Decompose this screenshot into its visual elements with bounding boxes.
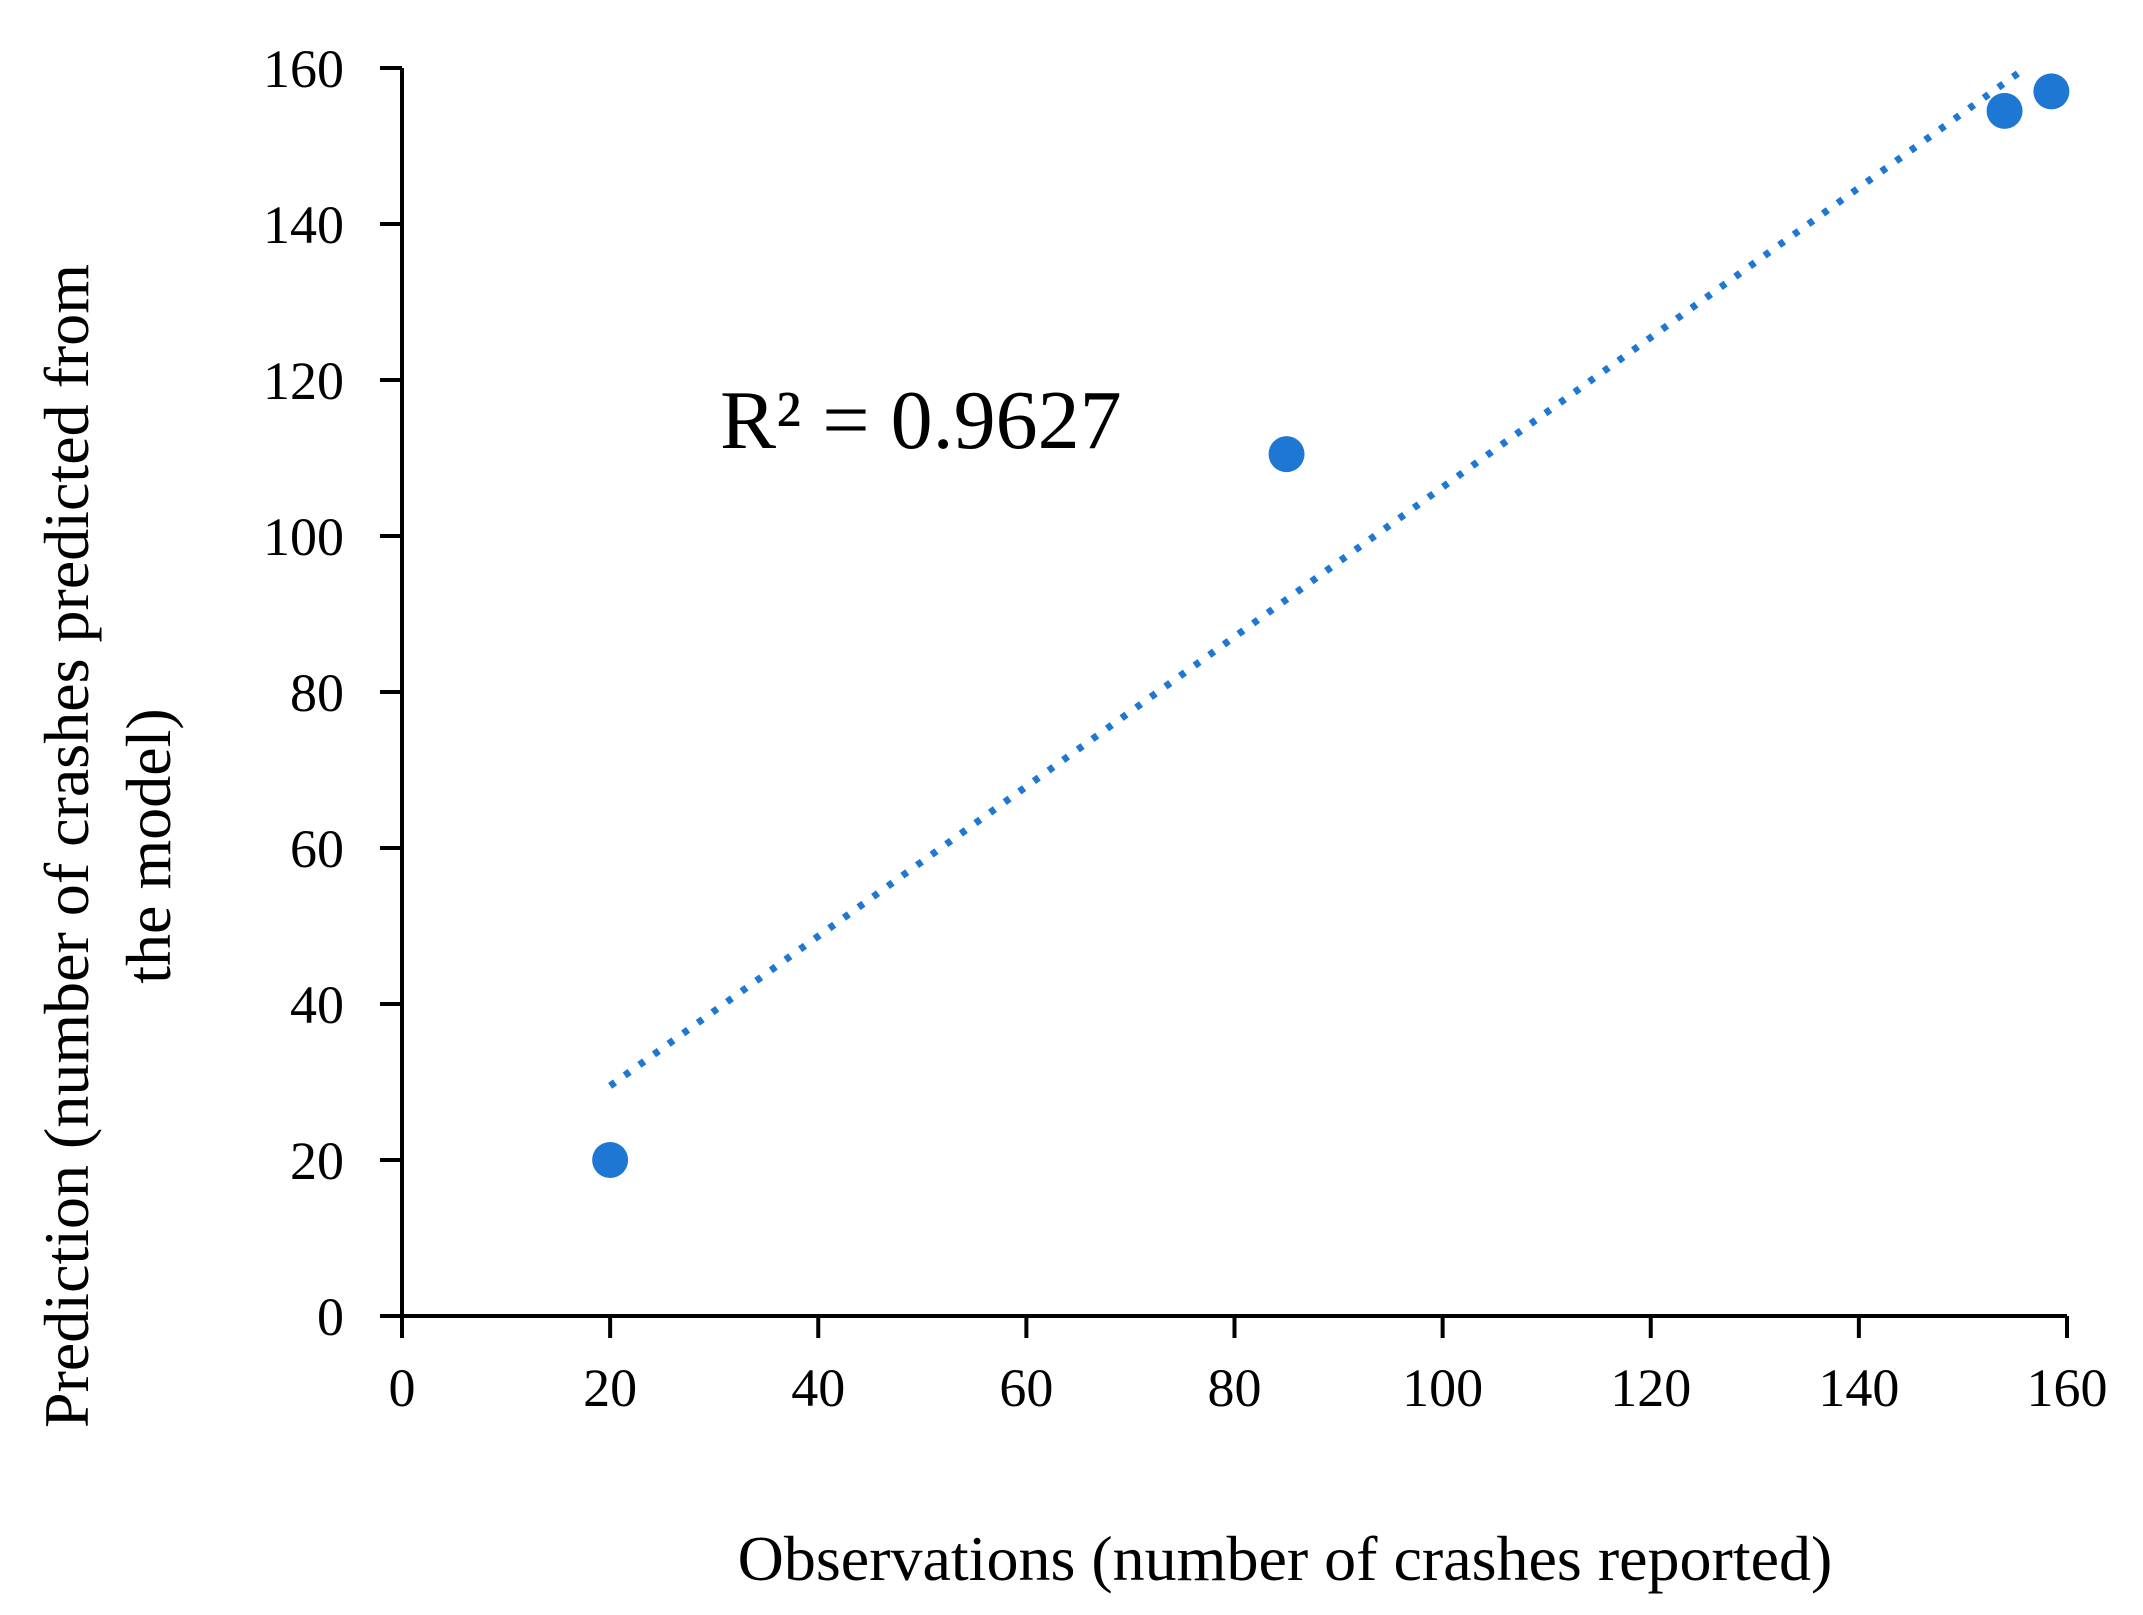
y-tick-label: 100 (263, 507, 344, 567)
trendline (608, 65, 2028, 1089)
data-point (1986, 92, 2023, 129)
y-tick-label: 80 (290, 663, 344, 723)
y-axis: 0 20 40 60 80 100 120 140 160 (263, 39, 404, 1347)
data-point (2033, 73, 2070, 110)
y-tick-label: 0 (317, 1287, 344, 1347)
x-tick-label: 80 (1208, 1358, 1262, 1418)
x-tick-label: 160 (2027, 1358, 2108, 1418)
x-tick-label: 40 (791, 1358, 845, 1418)
y-axis-title: Prediction (number of crashes predicted … (31, 264, 184, 1428)
y-tick-label: 120 (263, 351, 344, 411)
data-point (1268, 436, 1305, 473)
x-tick-label: 100 (1402, 1358, 1483, 1418)
y-tick-label: 140 (263, 195, 344, 255)
x-axis-title: Observations (number of crashes reported… (738, 1523, 1833, 1594)
data-point (592, 1142, 629, 1178)
y-tick-label: 160 (263, 39, 344, 99)
trendline-group (608, 65, 2028, 1089)
y-axis-title-line-1: Prediction (number of crashes predicted … (31, 264, 102, 1428)
x-tick-label: 140 (1818, 1358, 1899, 1418)
x-tick-label: 60 (999, 1358, 1053, 1418)
y-tick-label: 60 (290, 819, 344, 879)
x-axis: 0 20 40 60 80 100 120 140 160 (389, 1314, 2108, 1418)
x-tick-label: 120 (1610, 1358, 1691, 1418)
data-points (592, 73, 2070, 1178)
y-tick-label: 20 (290, 1131, 344, 1191)
x-tick-label: 0 (389, 1358, 416, 1418)
x-tick-label: 20 (583, 1358, 637, 1418)
y-tick-label: 40 (290, 975, 344, 1035)
r-squared-annotation: R² = 0.9627 (720, 374, 1122, 467)
y-axis-title-line-2: the model) (113, 708, 184, 983)
